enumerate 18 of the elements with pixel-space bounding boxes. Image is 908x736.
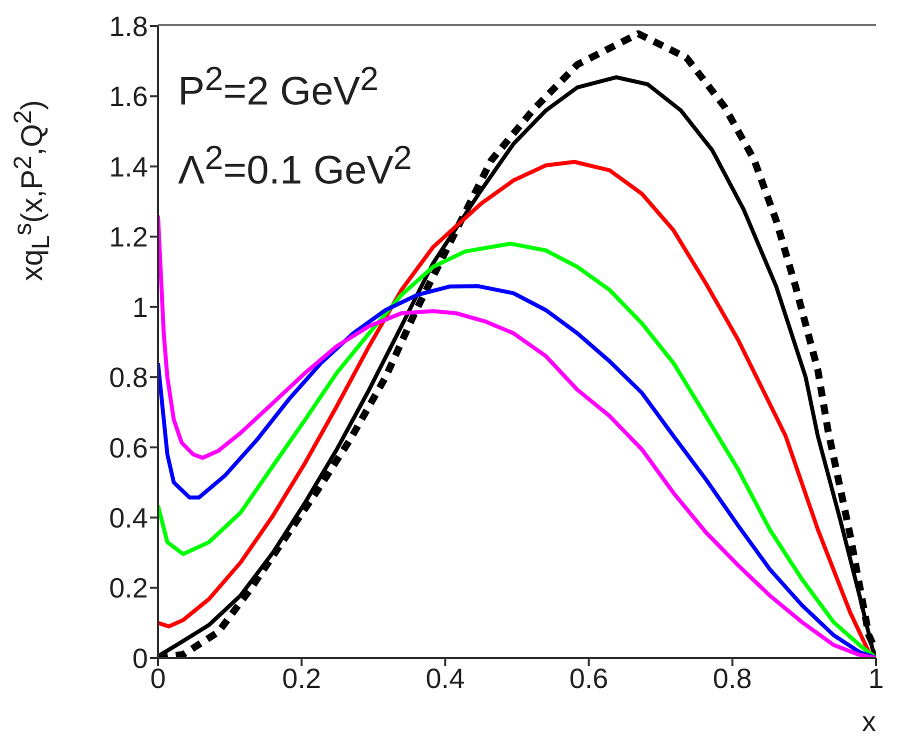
annotation: P$^{2}$=2 GeV$^{2}$ — [178, 60, 380, 116]
x-tick-label: 1 — [868, 662, 884, 694]
y-tick-label: 1.2 — [109, 222, 148, 253]
y-tick-label: 1 — [132, 292, 148, 323]
y-tick-label: 0.8 — [109, 362, 148, 394]
x-tick-label: 0.4 — [426, 662, 465, 694]
y-tick-label: 1.8 — [109, 10, 148, 42]
y-tick-label: 0.6 — [109, 432, 148, 464]
y-tick-label: 0.4 — [109, 502, 148, 534]
y-tick-label: 0.2 — [109, 572, 148, 604]
x-tick-label: 0.8 — [712, 662, 752, 694]
y-tick-label: 1.6 — [109, 81, 148, 112]
y-tick-label: 0 — [132, 642, 148, 674]
annotation: Λ$^{2}$=0.1 GeV$^{2}$ — [178, 139, 412, 195]
x-tick-label: 0.2 — [282, 662, 322, 694]
y-tick-label: 1.4 — [109, 151, 148, 182]
x-axis-title: x — [862, 706, 876, 736]
x-tick-label: 0.6 — [569, 662, 608, 694]
